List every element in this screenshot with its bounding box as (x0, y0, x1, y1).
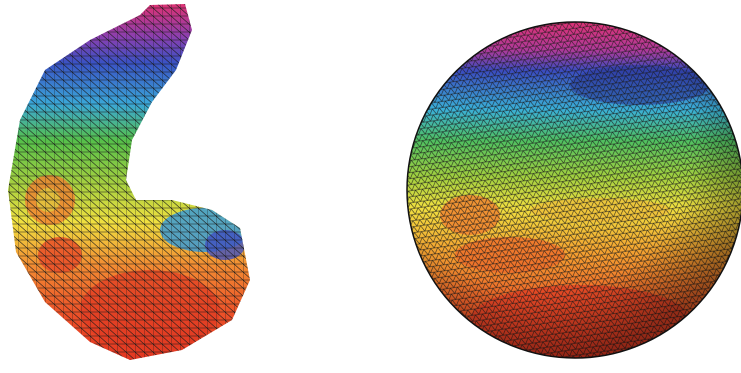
left-mesh (8, 4, 250, 360)
sphere-outline (406, 21, 741, 359)
right-sphere (407, 22, 741, 358)
